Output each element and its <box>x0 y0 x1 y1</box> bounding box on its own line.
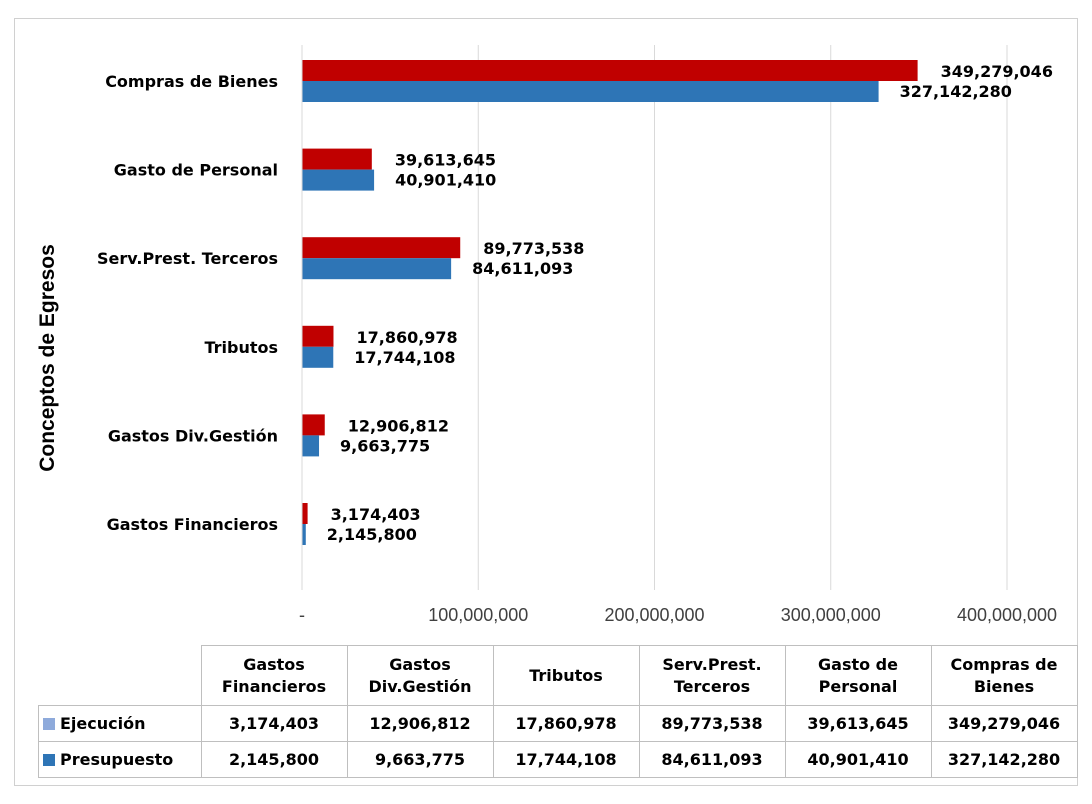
table-cell: 327,142,280 <box>930 741 1078 778</box>
category-label: Tributos <box>204 338 278 357</box>
data-table-row-ejecucion: Ejecución 3,174,403 12,906,812 17,860,97… <box>38 705 1078 742</box>
x-tick-label: 100,000,000 <box>428 605 528 625</box>
table-cell: 2,145,800 <box>200 741 348 778</box>
y-axis-label: Conceptos de Egresos <box>36 244 59 472</box>
data-label: 84,611,093 <box>472 259 573 278</box>
data-label: 12,906,812 <box>348 416 449 435</box>
bar-presupuesto <box>302 258 452 280</box>
data-label: 17,744,108 <box>354 348 455 367</box>
category-label: Gasto de Personal <box>114 161 278 180</box>
category-label: Serv.Prest. Terceros <box>97 249 278 268</box>
bar-ejecucion <box>302 325 334 347</box>
bar-ejecucion <box>302 237 461 259</box>
bar-presupuesto <box>302 169 375 191</box>
legend-ejecucion: Ejecución <box>38 705 202 742</box>
table-header-cell: Gasto de Personal <box>784 645 932 706</box>
table-cell: 17,860,978 <box>492 705 640 742</box>
category-label: Compras de Bienes <box>105 72 278 91</box>
table-header-cell: Gastos Div.Gestión <box>346 645 494 706</box>
bar-presupuesto <box>302 435 320 457</box>
table-cell: 9,663,775 <box>346 741 494 778</box>
table-cell: 3,174,403 <box>200 705 348 742</box>
data-table: Gastos Financieros Gastos Div.Gestión Trib… <box>38 645 1078 778</box>
table-cell: 39,613,645 <box>784 705 932 742</box>
table-cell: 84,611,093 <box>638 741 786 778</box>
data-label: 3,174,403 <box>331 505 421 524</box>
bar-ejecucion <box>302 503 308 524</box>
bar-presupuesto <box>302 524 306 545</box>
bar-presupuesto <box>302 346 334 368</box>
legend-swatch-presupuesto <box>43 754 55 766</box>
table-cell: 349,279,046 <box>930 705 1078 742</box>
data-label: 17,860,978 <box>356 328 457 347</box>
data-label: 9,663,775 <box>340 436 430 455</box>
data-table-header-row: Gastos Financieros Gastos Div.Gestión Trib… <box>38 645 1078 706</box>
table-header-cell: Tributos <box>492 645 640 706</box>
data-label: 349,279,046 <box>941 62 1053 81</box>
table-cell: 17,744,108 <box>492 741 640 778</box>
x-tick-label: 400,000,000 <box>957 605 1057 625</box>
data-label: 2,145,800 <box>327 525 417 544</box>
data-table-corner <box>38 645 202 706</box>
table-header-cell: Serv.Prest. Terceros <box>638 645 786 706</box>
bar-ejecucion <box>302 414 325 436</box>
table-header-cell: Compras de Bienes <box>930 645 1078 706</box>
data-label: 39,613,645 <box>395 151 496 170</box>
table-cell: 89,773,538 <box>638 705 786 742</box>
bar-ejecucion <box>302 148 372 170</box>
table-header-cell: Gastos Financieros <box>200 645 348 706</box>
x-tick-label: 200,000,000 <box>604 605 704 625</box>
x-tick-label: 300,000,000 <box>781 605 881 625</box>
data-label: 40,901,410 <box>395 171 496 190</box>
data-table-row-presupuesto: Presupuesto 2,145,800 9,663,775 17,744,1… <box>38 741 1078 778</box>
legend-presupuesto: Presupuesto <box>38 741 202 778</box>
x-tick-label: - <box>299 605 305 625</box>
category-label: Gastos Div.Gestión <box>108 426 278 445</box>
category-label: Gastos Financieros <box>107 515 278 534</box>
table-cell: 12,906,812 <box>346 705 494 742</box>
table-cell: 40,901,410 <box>784 741 932 778</box>
data-label: 327,142,280 <box>900 82 1012 101</box>
data-label: 89,773,538 <box>483 239 584 258</box>
legend-swatch-ejecucion <box>43 718 55 730</box>
bar-presupuesto <box>302 81 879 102</box>
bar-ejecucion <box>302 60 918 81</box>
